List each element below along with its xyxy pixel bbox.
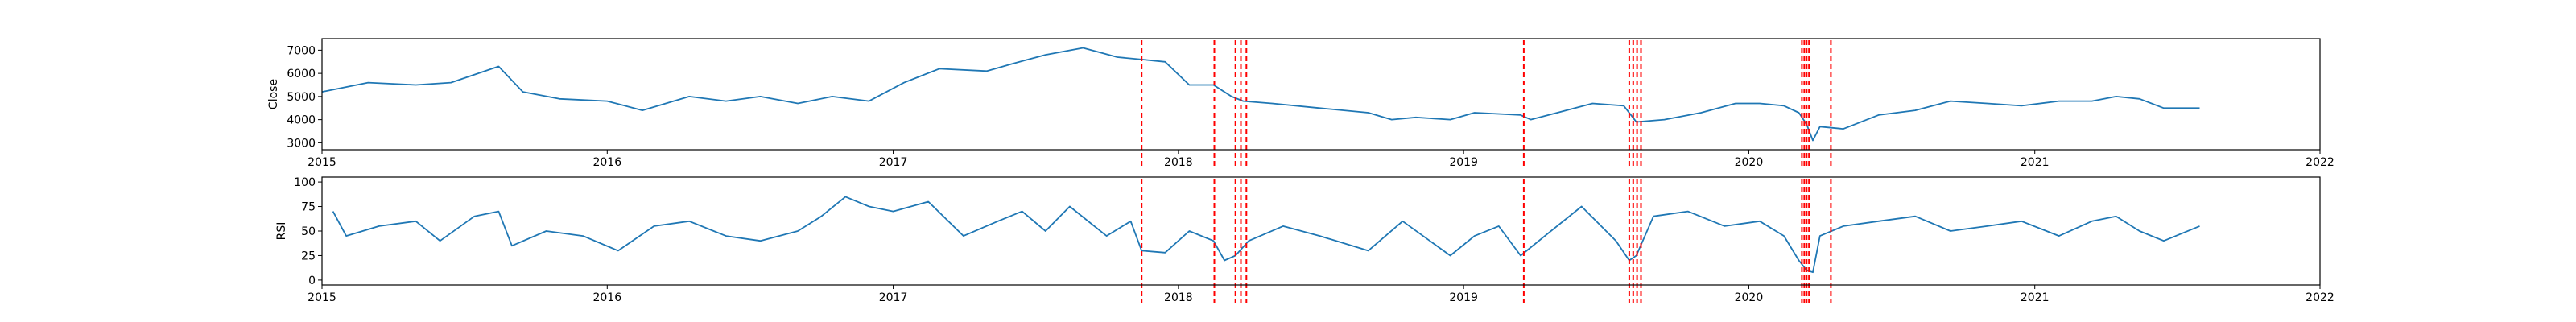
rsi-y-tick-label: 25 (301, 250, 316, 262)
close-axes-frame (321, 38, 2321, 151)
rsi-y-tick-label: 0 (308, 275, 316, 287)
close-x-tick-label: 2018 (1164, 156, 1193, 169)
close-x-tick-label: 2015 (308, 156, 336, 169)
close-y-tick-label: 6000 (287, 68, 316, 80)
close-x-tick-label: 2019 (1449, 156, 1478, 169)
close-axis-ticks: 2015 2016 2017 2018 2019 2020 2021 2022 3000 4000… (287, 44, 2334, 169)
rsi-x-tick-label: 2020 (1735, 291, 1764, 304)
rsi-y-tick-label: 100 (294, 176, 316, 189)
close-y-tick-label: 7000 (287, 44, 316, 57)
rsi-x-tick-label: 2015 (308, 291, 336, 304)
close-x-tick-label: 2022 (2306, 156, 2334, 169)
rsi-y-tick-label: 75 (301, 201, 316, 214)
close-plot-content (321, 40, 2200, 167)
close-y-tick-label: 3000 (287, 137, 316, 150)
close-y-tick-label: 5000 (287, 91, 316, 104)
close-price-panel: 2015 2016 2017 2018 2019 2020 2021 2022 3000 4000… (267, 38, 2334, 169)
rsi-x-tick-label: 2019 (1449, 291, 1478, 304)
close-y-axis-label: Close (267, 79, 280, 109)
rsi-plot-content (332, 179, 2200, 303)
rsi-x-tick-label: 2022 (2306, 291, 2334, 304)
close-x-tick-label: 2020 (1735, 156, 1764, 169)
rsi-panel: 2015 2016 2017 2018 2019 2020 2021 2022 0 25 50 75 1… (275, 176, 2334, 304)
close-x-tick-label: 2016 (592, 156, 621, 169)
rsi-series-line (332, 196, 2200, 274)
rsi-y-axis-label: RSI (275, 222, 288, 241)
rsi-x-tick-label: 2021 (2021, 291, 2050, 304)
close-y-tick-label: 4000 (287, 114, 316, 127)
close-x-tick-label: 2017 (879, 156, 908, 169)
rsi-y-tick-label: 50 (301, 225, 316, 238)
rsi-x-tick-label: 2017 (879, 291, 908, 304)
rsi-x-tick-label: 2018 (1164, 291, 1193, 304)
close-series-line (321, 47, 2200, 142)
close-x-tick-label: 2021 (2021, 156, 2050, 169)
rsi-x-tick-label: 2016 (592, 291, 621, 304)
rsi-axis-ticks: 2015 2016 2017 2018 2019 2020 2021 2022 0 25 50 75 1… (294, 176, 2334, 304)
